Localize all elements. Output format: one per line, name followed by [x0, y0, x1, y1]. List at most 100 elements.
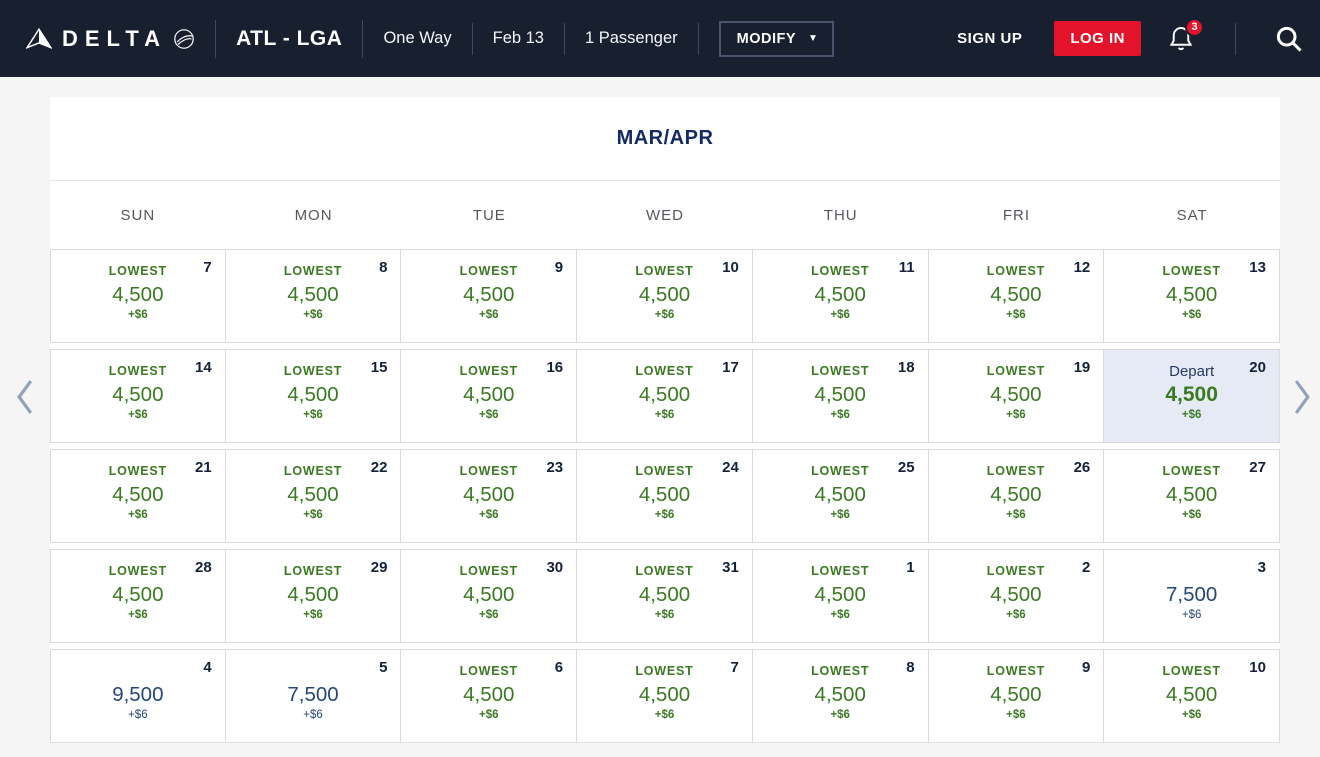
fare-class-label: LOWEST — [635, 464, 694, 478]
fare-class-label: LOWEST — [283, 464, 343, 478]
date-number: 10 — [1249, 659, 1266, 676]
calendar-cell[interactable]: 4 9,500 +$6 — [50, 650, 226, 742]
day-header: SUN — [120, 206, 156, 224]
fare-class-label: LOWEST — [635, 564, 694, 578]
calendar-cell[interactable]: 10 LOWEST 4,500 +$6 — [577, 250, 753, 342]
fare-class-label — [226, 663, 401, 680]
calendar-week-row: 4 9,500 +$6 5 7,500 +$6 6 LOWEST 4,500 +$6 7 LOWEST… — [50, 649, 1280, 743]
date-number: 7 — [730, 659, 739, 676]
calendar-week-row: 7 LOWEST 4,500 +$6 8 LOWEST 4,500 +$6 9 LOWEST 4,5… — [50, 249, 1280, 343]
date-number: 15 — [370, 359, 388, 376]
miles-price: 9,500 — [112, 683, 164, 706]
calendar-cell[interactable]: 8 LOWEST 4,500 +$6 — [753, 650, 929, 742]
taxes-fee: +$6 — [1006, 309, 1026, 321]
taxes-fee: +$6 — [479, 509, 499, 521]
date-number: 27 — [1249, 459, 1266, 476]
prev-month-button[interactable] — [12, 375, 39, 419]
calendar-cell[interactable]: 23 LOWEST 4,500 +$6 — [401, 450, 578, 542]
fare-class-label: LOWEST — [459, 264, 518, 278]
calendar-cell[interactable]: 5 7,500 +$6 — [226, 650, 402, 742]
log-in-button[interactable]: LOG IN — [1054, 21, 1141, 56]
nav-divider — [697, 22, 699, 55]
date-number: 10 — [722, 259, 739, 276]
calendar-cell[interactable]: 7 LOWEST 4,500 +$6 — [50, 250, 226, 342]
date-number: 13 — [1249, 259, 1266, 276]
calendar-cell[interactable]: 6 LOWEST 4,500 +$6 — [401, 650, 578, 742]
route-label: ATL - LGA — [236, 26, 343, 50]
calendar-cell[interactable]: 10 LOWEST 4,500 +$6 — [1104, 650, 1280, 742]
depart-label: Depart — [1169, 363, 1215, 380]
notifications-button[interactable]: 3 — [1167, 17, 1204, 54]
fare-class-label: LOWEST — [459, 564, 518, 578]
miles-price: 4,500 — [638, 583, 691, 606]
calendar-cell[interactable]: 26 LOWEST 4,500 +$6 — [929, 450, 1105, 542]
calendar-cell[interactable]: 31 LOWEST 4,500 +$6 — [577, 550, 753, 642]
calendar-cell[interactable]: 18 LOWEST 4,500 +$6 — [753, 350, 929, 442]
miles-price: 4,500 — [112, 383, 164, 406]
date-number: 11 — [898, 259, 915, 276]
calendar-cell[interactable]: 2 LOWEST 4,500 +$6 — [929, 550, 1105, 642]
calendar-cell[interactable]: 29 LOWEST 4,500 +$6 — [226, 550, 402, 642]
miles-price: 4,500 — [463, 483, 515, 506]
date-number: 3 — [1257, 559, 1266, 576]
calendar-cell[interactable]: 28 LOWEST 4,500 +$6 — [50, 550, 226, 642]
date-number: 9 — [1081, 659, 1091, 676]
calendar-cell[interactable]: 8 LOWEST 4,500 +$6 — [226, 250, 402, 342]
taxes-fee: +$6 — [479, 409, 499, 421]
date-number: 8 — [906, 659, 915, 676]
fare-class-label: LOWEST — [635, 264, 694, 278]
nav-left-group: DELTA ATL - LGA One Way Feb 13 1 Passeng… — [26, 19, 835, 58]
calendar-cell[interactable]: 9 LOWEST 4,500 +$6 — [929, 650, 1105, 742]
calendar-cell[interactable]: 1 LOWEST 4,500 +$6 — [753, 550, 929, 642]
search-icon — [1274, 24, 1304, 54]
date-number: 25 — [897, 459, 915, 476]
delta-logo[interactable]: DELTA — [26, 26, 195, 52]
calendar-cell[interactable]: 30 LOWEST 4,500 +$6 — [401, 550, 578, 642]
miles-price: 4,500 — [990, 283, 1042, 306]
fare-class-label: LOWEST — [986, 664, 1046, 678]
calendar-cell[interactable]: 21 LOWEST 4,500 +$6 — [50, 450, 226, 542]
calendar-cell[interactable]: 12 LOWEST 4,500 +$6 — [929, 250, 1105, 342]
date-number: 12 — [1073, 259, 1091, 276]
fare-class-label: LOWEST — [811, 464, 870, 478]
calendar-cell[interactable]: 14 LOWEST 4,500 +$6 — [50, 350, 226, 442]
calendar-cell[interactable]: 27 LOWEST 4,500 +$6 — [1104, 450, 1280, 542]
calendar-cell[interactable]: 13 LOWEST 4,500 +$6 — [1104, 250, 1280, 342]
date-number: 30 — [546, 559, 564, 576]
calendar-cell[interactable]: 22 LOWEST 4,500 +$6 — [226, 450, 402, 542]
calendar-cell[interactable]: 9 LOWEST 4,500 +$6 — [401, 250, 578, 342]
taxes-fee: +$6 — [654, 309, 675, 321]
taxes-fee: +$6 — [654, 709, 675, 721]
miles-price: 4,500 — [814, 283, 866, 306]
calendar-cell[interactable]: 3 7,500 +$6 — [1104, 550, 1280, 642]
miles-price: 4,500 — [814, 483, 866, 506]
calendar-cell[interactable]: 7 LOWEST 4,500 +$6 — [577, 650, 753, 742]
miles-price: 4,500 — [1165, 383, 1218, 406]
fare-class-label: LOWEST — [459, 364, 518, 378]
taxes-fee: +$6 — [303, 709, 323, 721]
next-month-button[interactable] — [1288, 375, 1315, 419]
date-number: 22 — [370, 459, 388, 476]
taxes-fee: +$6 — [128, 709, 148, 721]
calendar-cell-depart-selected[interactable]: 20 Depart 4,500 +$6 — [1104, 350, 1280, 442]
day-header: THU — [823, 206, 858, 224]
chevron-right-icon — [1292, 379, 1311, 415]
calendar-cell[interactable]: 17 LOWEST 4,500 +$6 — [577, 350, 753, 442]
calendar-cell[interactable]: 15 LOWEST 4,500 +$6 — [226, 350, 402, 442]
calendar-cell[interactable]: 24 LOWEST 4,500 +$6 — [577, 450, 753, 542]
taxes-fee: +$6 — [303, 309, 323, 321]
search-button[interactable] — [1274, 24, 1304, 54]
miles-price: 4,500 — [638, 683, 691, 706]
date-number: 5 — [379, 659, 388, 676]
nav-divider — [1235, 22, 1236, 55]
calendar-cell[interactable]: 16 LOWEST 4,500 +$6 — [401, 350, 578, 442]
fare-class-label: LOWEST — [108, 364, 167, 378]
calendar-cell[interactable]: 11 LOWEST 4,500 +$6 — [753, 250, 929, 342]
sign-up-button[interactable]: SIGN UP — [957, 30, 1023, 47]
fare-class-label: LOWEST — [1162, 464, 1221, 478]
date-number: 29 — [370, 559, 388, 576]
calendar-cell[interactable]: 19 LOWEST 4,500 +$6 — [929, 350, 1105, 442]
nav-divider — [362, 19, 364, 58]
calendar-cell[interactable]: 25 LOWEST 4,500 +$6 — [753, 450, 929, 542]
modify-button[interactable]: MODIFY ▼ — [718, 20, 835, 57]
